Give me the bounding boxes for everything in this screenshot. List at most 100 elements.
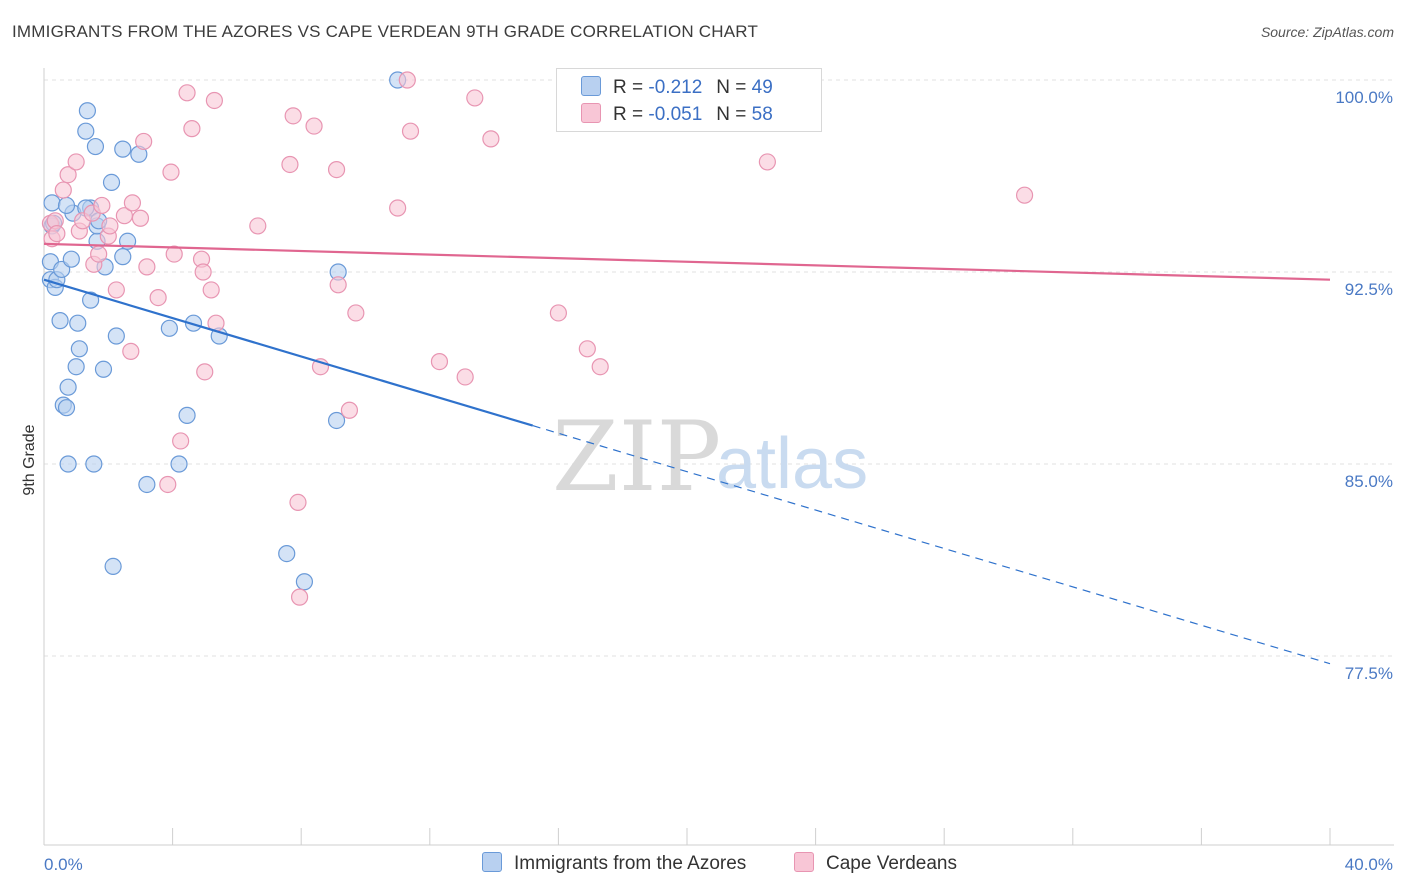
point-azores (43, 194, 61, 212)
point-azores (114, 248, 132, 266)
point-capeverde (290, 588, 309, 606)
point-capeverde (196, 363, 214, 381)
legend-r-label: R = (613, 104, 644, 125)
point-capeverde (430, 353, 449, 371)
point-azores (107, 327, 125, 345)
point-capeverde (281, 155, 299, 174)
legend-r-value: -0.212 (648, 77, 703, 98)
point-azores (170, 455, 188, 473)
point-azores (57, 399, 76, 417)
point-capeverde (456, 368, 474, 386)
source-label: Source: ZipAtlas.com (1260, 24, 1394, 40)
point-azores (85, 455, 103, 473)
point-azores (77, 122, 95, 140)
bottom-legend-label-capeverde: Cape Verdeans (826, 853, 957, 874)
point-capeverde (138, 258, 156, 276)
point-capeverde (466, 89, 484, 107)
point-capeverde (165, 245, 183, 263)
point-azores (59, 455, 77, 473)
point-azores (70, 340, 88, 358)
point-azores (160, 319, 178, 337)
point-azores (78, 102, 97, 120)
point-azores (59, 378, 77, 396)
x-tick-label-end: 40.0% (1345, 855, 1393, 874)
legend-swatch-pink (581, 103, 601, 123)
point-capeverde (340, 401, 359, 419)
legend-n-label: N = (716, 77, 747, 98)
point-capeverde (578, 340, 596, 358)
point-azores (69, 314, 87, 332)
point-capeverde (549, 304, 568, 322)
point-capeverde (347, 304, 365, 322)
point-azores (104, 557, 122, 576)
stats-legend: R = -0.212 N = 49 R = -0.051 N = 58 (556, 68, 822, 132)
trend-line-azores-extrapolated (532, 425, 1331, 665)
point-capeverde (398, 71, 416, 89)
trend-lines (43, 242, 1331, 665)
point-capeverde (178, 84, 196, 102)
point-capeverde (249, 217, 267, 235)
point-capeverde (159, 475, 177, 494)
point-azores (278, 544, 296, 563)
bottom-legend-azores: Immigrants from the Azores (482, 852, 746, 875)
legend-r-value: -0.051 (648, 104, 703, 125)
y-tick-label: 85.0% (1345, 472, 1393, 491)
point-capeverde (93, 196, 111, 215)
point-capeverde (172, 432, 190, 450)
point-capeverde (284, 107, 302, 125)
chart-title: IMMIGRANTS FROM THE AZORES VS CAPE VERDE… (12, 22, 759, 41)
legend-r-label: R = (613, 77, 644, 98)
y-tick-label: 77.5% (1345, 664, 1393, 683)
bottom-legend-swatch-pink (794, 852, 814, 872)
data-points (41, 71, 1034, 606)
bottom-legend-label-azores: Immigrants from the Azores (514, 853, 747, 874)
legend-n-label: N = (716, 104, 747, 125)
point-azores (62, 250, 80, 268)
point-capeverde (59, 166, 77, 184)
point-capeverde (482, 130, 500, 148)
watermark: ZIP atlas (552, 401, 868, 513)
x-tick-label-start: 0.0% (44, 855, 83, 874)
grid-lines (44, 79, 1394, 657)
point-capeverde (329, 276, 347, 294)
point-azores (327, 411, 346, 430)
point-capeverde (289, 493, 307, 511)
legend-n-value: 49 (751, 77, 773, 98)
point-capeverde (67, 153, 85, 171)
bottom-legend-swatch-blue (482, 852, 502, 872)
point-capeverde (389, 199, 407, 217)
point-capeverde (1015, 186, 1034, 204)
watermark-zip: ZIP (552, 401, 721, 513)
point-capeverde (591, 358, 609, 376)
point-azores (86, 137, 105, 156)
point-capeverde (305, 117, 323, 135)
point-capeverde (205, 91, 223, 110)
point-azores (67, 358, 85, 376)
point-capeverde (107, 281, 125, 299)
point-capeverde (101, 217, 119, 235)
watermark-atlas: atlas (716, 424, 868, 504)
point-azores (295, 573, 314, 591)
point-capeverde (54, 181, 72, 199)
point-capeverde (162, 163, 180, 181)
point-capeverde (123, 194, 142, 212)
point-capeverde (758, 153, 776, 171)
point-azores (82, 291, 100, 309)
point-capeverde (401, 122, 420, 140)
legend-n-value: 58 (751, 104, 773, 125)
point-capeverde (194, 263, 212, 281)
point-capeverde (202, 281, 220, 299)
point-azores (57, 196, 76, 215)
point-capeverde (122, 342, 140, 360)
point-capeverde (149, 289, 167, 307)
point-capeverde (183, 120, 201, 138)
tick-labels: 100.0% 92.5% 85.0% 77.5% 0.0% 40.0% (44, 88, 1393, 874)
point-azores (178, 406, 196, 424)
point-azores (114, 140, 132, 158)
legend-row-azores: R = -0.212 N = 49 (581, 76, 773, 100)
point-capeverde (48, 225, 66, 243)
trend-line-capeverde (43, 242, 1331, 281)
axes (43, 68, 1394, 846)
y-tick-label: 92.5% (1345, 280, 1393, 299)
